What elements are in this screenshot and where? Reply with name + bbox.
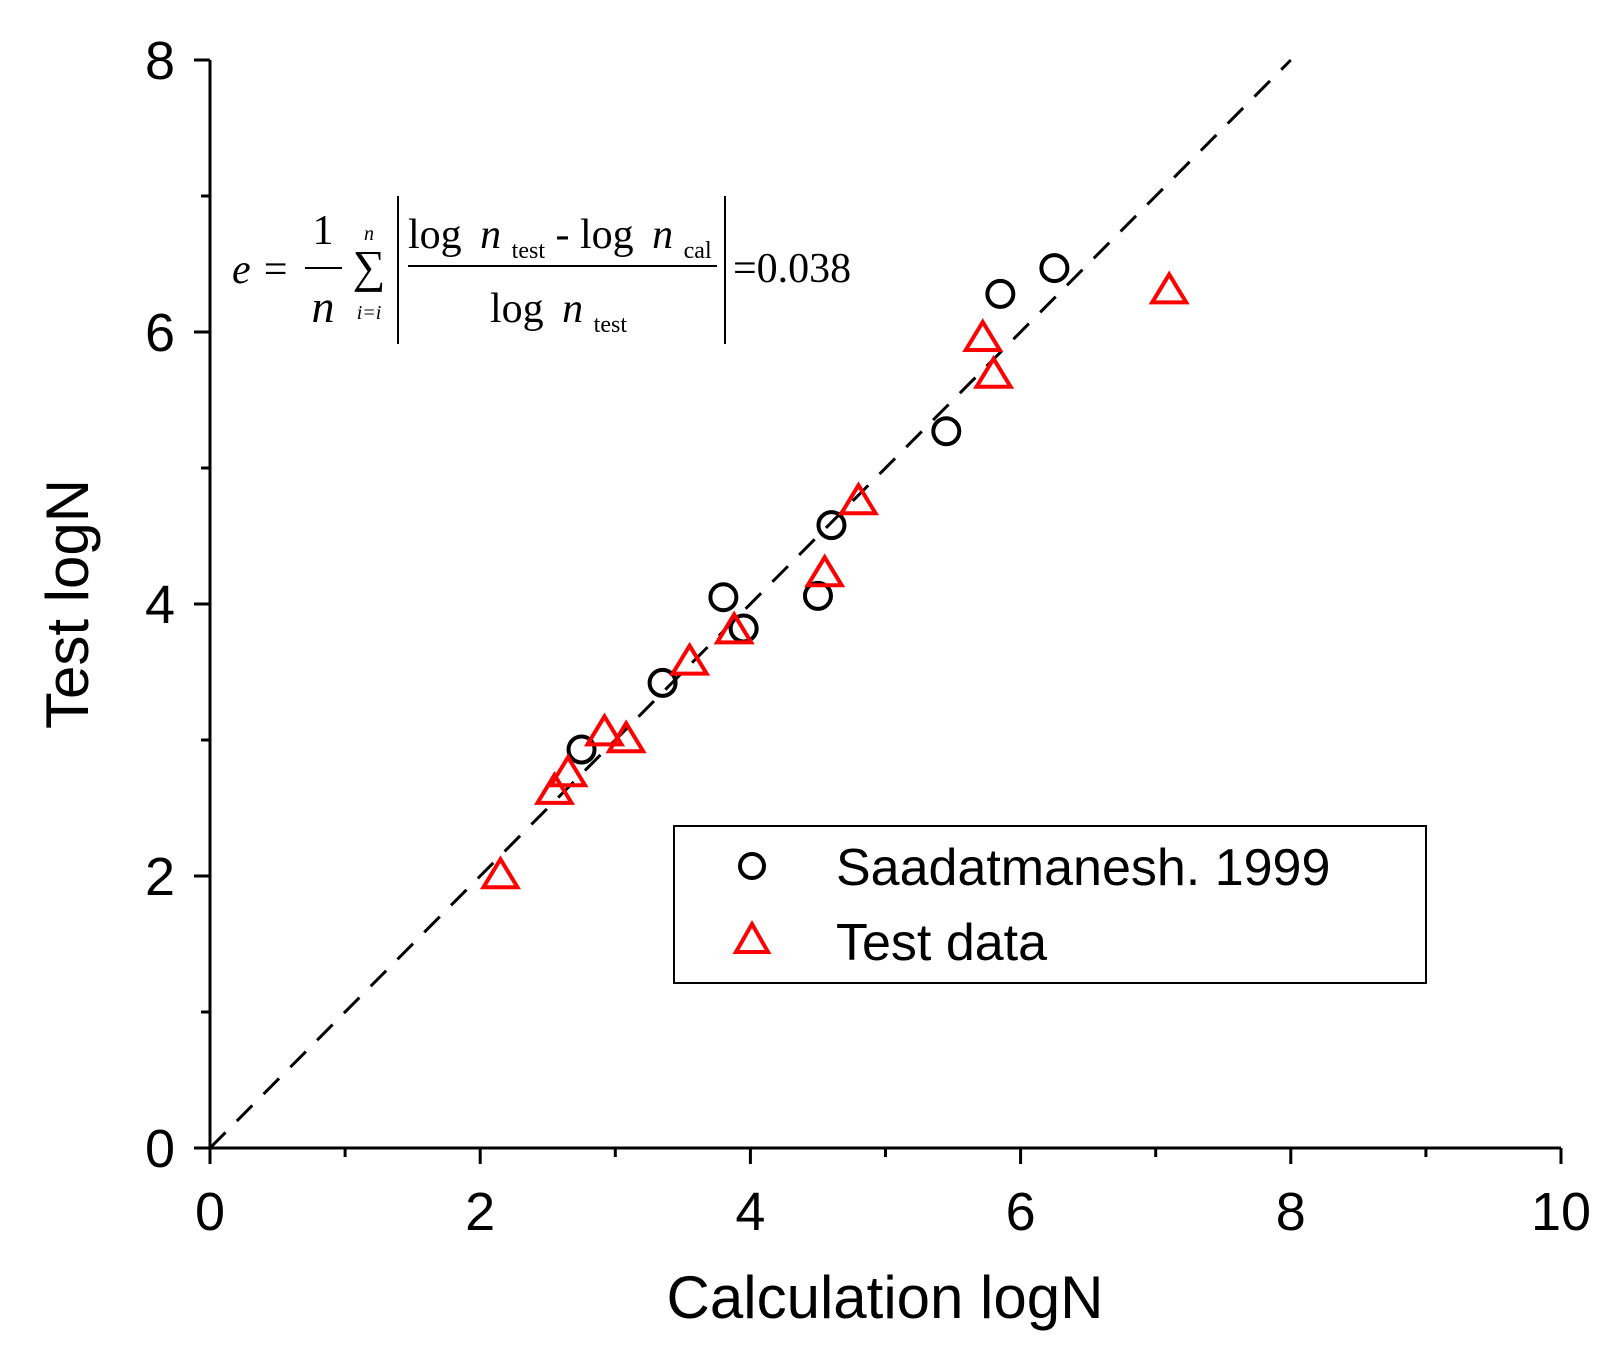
formula-den-log: log (490, 286, 544, 332)
y-tick-label: 4 (145, 575, 175, 635)
y-tick-label: 0 (145, 1119, 175, 1179)
formula-den-sub: test (594, 312, 628, 338)
formula-num-sub2: cal (684, 238, 712, 264)
data-marks (479, 253, 1190, 890)
data-point-circle (566, 734, 597, 765)
data-point-triangle (962, 318, 1004, 352)
x-tick-label: 4 (735, 1182, 765, 1242)
y-axis-title: Test logN (34, 479, 101, 729)
formula-sum-symbol: ∑ (353, 241, 386, 292)
x-tick-label: 0 (195, 1182, 225, 1242)
data-point-triangle (533, 771, 576, 805)
legend-marker-triangle (732, 919, 772, 954)
x-axis-title: Calculation logN (667, 1264, 1104, 1331)
formula-frac-numerator: 1 (313, 208, 334, 254)
data-point-triangle (547, 753, 589, 788)
formula-lhs: e = (232, 247, 289, 293)
data-point-circle (802, 580, 833, 611)
data-point-circle (816, 510, 847, 541)
formula-denominator: log n test (490, 286, 627, 338)
data-point-circle (708, 582, 739, 613)
y-tick-label: 2 (145, 847, 175, 907)
legend: Saadatmanesh. 1999 Test data (673, 825, 1427, 984)
data-point-triangle (669, 641, 711, 676)
legend-label-saadatmanesh: Saadatmanesh. 1999 (836, 839, 1330, 897)
formula-den-n: n (562, 286, 583, 332)
data-point-triangle (973, 354, 1015, 389)
data-point-circle (647, 667, 678, 698)
formula-frac-denominator: n (312, 281, 335, 332)
formula-sum-top: n (364, 223, 374, 245)
data-point-triangle (804, 553, 846, 588)
legend-label-test-data: Test data (836, 914, 1047, 972)
data-point-triangle (479, 855, 522, 890)
data-point-triangle (583, 712, 626, 747)
y-tick-label: 6 (145, 303, 175, 363)
formula-num-sub1: test (512, 238, 546, 264)
formula-num-minus: - log (556, 212, 634, 258)
formula-num-n1: n (480, 212, 501, 258)
data-point-triangle (837, 481, 880, 516)
tick-labels: 0 2 4 6 8 10 0 2 4 6 8 (145, 31, 1591, 1242)
error-formula-annotation: e = 1 n n ∑ i=i log n test - log n cal l… (232, 196, 851, 344)
data-point-triangle (605, 719, 647, 754)
data-point-circle (1039, 253, 1070, 284)
data-point-circle (931, 416, 962, 447)
x-tick-label: 2 (465, 1182, 495, 1242)
formula-numerator: log n test - log n cal (408, 212, 712, 268)
y-tick-label: 8 (145, 31, 175, 91)
data-point-circle (985, 278, 1016, 309)
data-point-triangle (713, 610, 755, 645)
reference-diagonal-line (208, 58, 1292, 1150)
x-tick-label: 10 (1531, 1182, 1591, 1242)
ticks (194, 58, 1563, 1164)
formula-result: =0.038 (733, 246, 851, 292)
formula-num-log1: log (408, 212, 462, 258)
data-point-triangle (1148, 270, 1190, 305)
legend-box (673, 825, 1427, 984)
legend-marker-circle (738, 852, 766, 880)
x-tick-label: 8 (1276, 1182, 1306, 1242)
formula-sum-bottom: i=i (357, 302, 382, 324)
formula-num-n2: n (652, 212, 673, 258)
x-tick-label: 6 (1006, 1182, 1036, 1242)
